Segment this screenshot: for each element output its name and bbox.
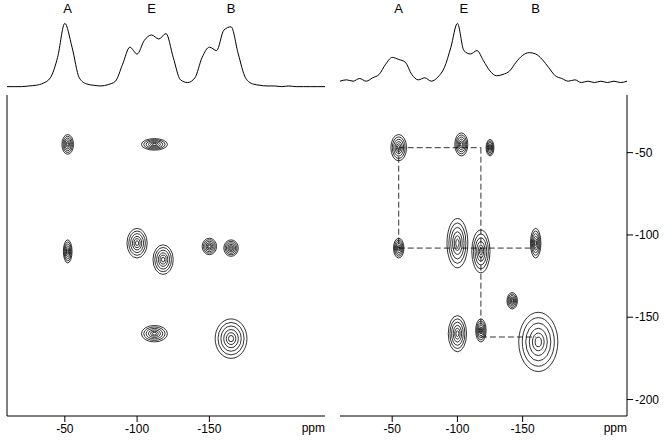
html-text:A: A [63, 1, 72, 16]
svg-text:-50: -50 [635, 146, 653, 160]
html-text:ppm: ppm [301, 421, 325, 435]
svg-text:-150: -150 [197, 422, 221, 436]
svg-text:-150: -150 [635, 310, 659, 324]
svg-text:-50: -50 [384, 422, 402, 436]
svg-text:-100: -100 [445, 422, 469, 436]
svg-text:-100: -100 [125, 422, 149, 436]
svg-text:-200: -200 [635, 393, 659, 407]
html-text:B: B [531, 1, 540, 16]
html-text:ppm: ppm [603, 421, 627, 435]
html-text:A: A [394, 1, 403, 16]
svg-text:-150: -150 [511, 422, 535, 436]
svg-text:-100: -100 [635, 228, 659, 242]
svg-text:-50: -50 [56, 422, 74, 436]
html-text:B: B [226, 1, 236, 16]
html-text:E: E [459, 1, 469, 16]
html-text:E: E [147, 1, 156, 16]
